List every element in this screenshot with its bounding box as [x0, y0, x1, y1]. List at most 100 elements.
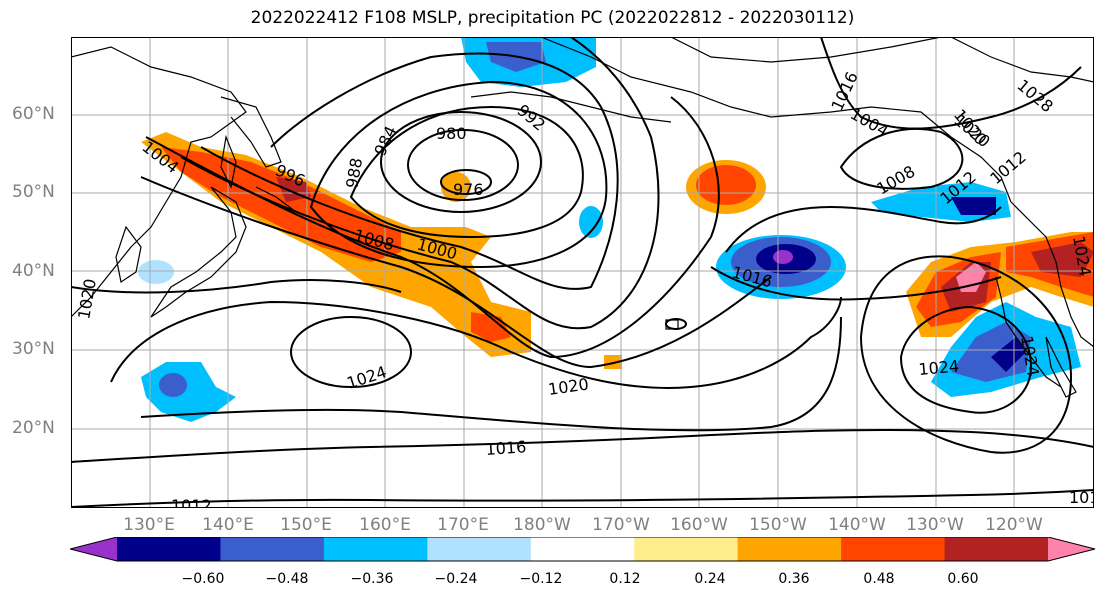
- lon-label: 160°E: [359, 515, 411, 535]
- colorbar-swatch: [323, 537, 428, 561]
- coastline-japan: [150, 186, 247, 318]
- colorbar-outline: [70, 537, 1096, 562]
- contour-label: 976: [453, 180, 484, 199]
- lat-label: 40°N: [12, 261, 55, 281]
- isobar-1024-west: [290, 316, 412, 388]
- isobar-1012-south: [71, 489, 1094, 508]
- coastline-california: [995, 276, 1062, 388]
- colorbar-tick: 0.12: [609, 571, 641, 587]
- map-panel: 980 976 984 988 992 996 1000 1004 1008 1…: [71, 37, 1094, 508]
- colorbar-tick: −0.60: [181, 571, 225, 587]
- colorbar: [70, 537, 1096, 562]
- colorbar-swatch: [530, 537, 635, 561]
- colorbar-tick: 0.24: [694, 571, 726, 587]
- colorbar-swatch: [634, 537, 739, 561]
- lon-label: 130°E: [123, 515, 175, 535]
- contour-label: 1024: [918, 357, 960, 379]
- coastline-baja: [1045, 336, 1077, 398]
- colorbar-swatch: [220, 537, 325, 561]
- colorbar-tick: 0.36: [778, 571, 810, 587]
- lat-label: 60°N: [12, 104, 55, 124]
- coastline-alaska: [540, 37, 1012, 203]
- colorbar-swatches: [70, 537, 1095, 561]
- contour-label: 1012: [986, 147, 1029, 188]
- precip-positive-dot: [604, 355, 622, 369]
- contour-label: 1028: [1013, 76, 1056, 117]
- precip-negative-gulfak-core: [951, 197, 996, 215]
- precip-negative-mexico-dark: [991, 337, 1026, 372]
- precip-positive-nevada-dark: [1031, 242, 1094, 277]
- coastline-north: [670, 37, 942, 63]
- isobar-small: [665, 318, 687, 330]
- isobar-988: [349, 105, 584, 239]
- isobar-1016-east: [710, 266, 1002, 301]
- isobar-980: [407, 129, 519, 201]
- lon-label: 150°W: [749, 515, 807, 535]
- lon-label: 160°W: [670, 515, 728, 535]
- colorbar-tick: −0.12: [519, 571, 563, 587]
- lon-label: 130°W: [906, 515, 964, 535]
- contour-label: 1020: [547, 374, 590, 398]
- colorbar-tick: 0.60: [947, 571, 979, 587]
- lat-label: 20°N: [12, 418, 55, 438]
- contour-label: 984: [370, 123, 400, 159]
- lon-label: 140°E: [202, 515, 254, 535]
- colorbar-tick: 0.48: [863, 571, 895, 587]
- colorbar-tick: −0.48: [265, 571, 309, 587]
- lon-label: 150°E: [280, 515, 332, 535]
- colorbar-swatch: [427, 537, 532, 561]
- isobar-1004-east: [839, 127, 964, 190]
- contour-label: 992: [513, 101, 549, 135]
- isobar-1008: [140, 176, 772, 369]
- precip-negative-150w-core: [773, 250, 793, 264]
- colorbar-swatch: [944, 537, 1049, 561]
- isobar-1004: [145, 96, 720, 359]
- contour-label: 1012: [171, 496, 212, 508]
- isobar-1016-south: [71, 428, 1094, 463]
- isobar-984: [380, 111, 542, 213]
- precip-negative-south-core: [159, 373, 187, 397]
- colorbar-tick: −0.24: [434, 571, 478, 587]
- isobar-1016-left: [71, 279, 402, 294]
- isobar-992: [309, 80, 608, 269]
- isobar-976: [440, 169, 492, 195]
- contour-label: 988: [342, 156, 366, 189]
- map-frame: [71, 37, 1094, 508]
- isobar-1000: [180, 37, 660, 330]
- coastline-sakhalin: [220, 134, 237, 189]
- colorbar-swatch: [737, 537, 842, 561]
- precip-positive-core2: [471, 312, 511, 342]
- contour-label: 1020: [74, 277, 100, 320]
- contour-label: 1024: [344, 362, 389, 393]
- coastline-canada: [1010, 201, 1094, 348]
- colorbar-swatch: [70, 537, 117, 561]
- lon-label: 120°W: [985, 515, 1043, 535]
- contour-label: 1016: [485, 437, 527, 459]
- precip-positive-160w-core: [696, 165, 756, 205]
- colorbar-swatch: [841, 537, 946, 561]
- coastline-kamchatka: [220, 96, 282, 168]
- precip-negative-small1: [138, 260, 174, 284]
- mslp-contours: [71, 37, 1094, 508]
- lon-label: 180°W: [513, 515, 571, 535]
- lat-label: 30°N: [12, 339, 55, 359]
- lon-label: 140°W: [828, 515, 886, 535]
- lat-label: 50°N: [12, 182, 55, 202]
- precip-negative-small2: [579, 206, 603, 238]
- isobar-1008-east: [725, 205, 1002, 253]
- colorbar-swatch: [1048, 537, 1095, 561]
- graticule: [71, 37, 1094, 508]
- isobar-north: [820, 37, 1082, 130]
- lon-label: 170°W: [592, 515, 650, 535]
- isobar-1020: [110, 296, 842, 432]
- contour-label: 1004: [847, 104, 892, 141]
- lon-label: 170°E: [437, 515, 489, 535]
- map-title: 2022022412 F108 MSLP, precipitation PC (…: [250, 8, 855, 28]
- isobar-1024-east: [899, 305, 1033, 414]
- coastline-aleutians: [470, 91, 672, 123]
- isobar-996: [200, 52, 619, 290]
- coastline-korea: [115, 225, 142, 283]
- colorbar-tick: −0.36: [350, 571, 394, 587]
- contour-label: 1010: [1069, 488, 1094, 507]
- contour-label: 980: [436, 124, 467, 143]
